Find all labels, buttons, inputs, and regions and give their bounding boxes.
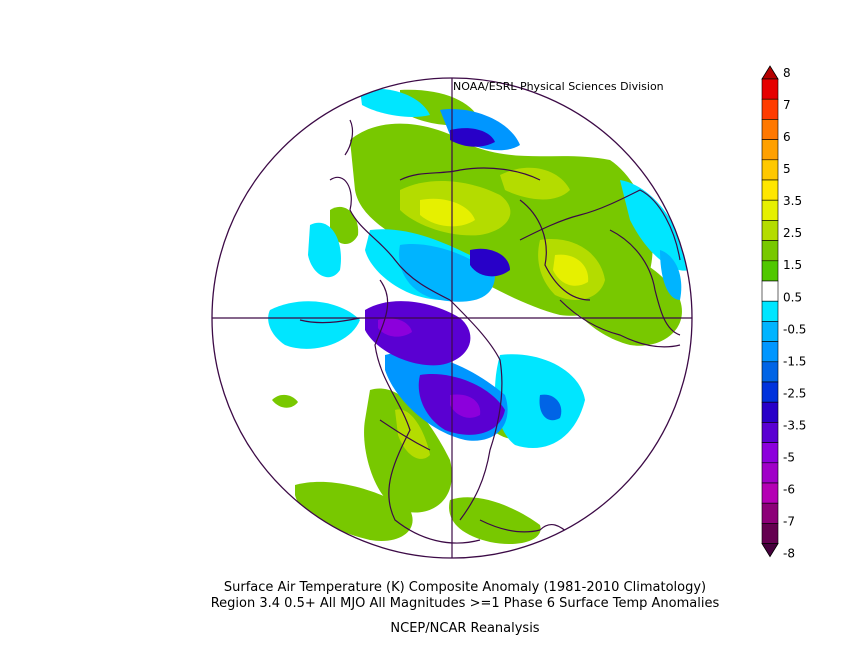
colorbar-swatch [761,179,779,201]
colorbar-label: -1.5 [783,354,806,368]
caption-subtitle: Region 3.4 0.5+ All MJO All Magnitudes >… [210,596,720,611]
colorbar-swatch [761,361,779,383]
colorbar-swatch [761,300,779,322]
colorbar-swatch [761,260,779,282]
colorbar-swatch [761,381,779,403]
colorbar-bottom-arrow [761,543,779,558]
colorbar-swatch [761,321,779,342]
colorbar-label: -2.5 [783,386,806,400]
colorbar-swatch [761,401,779,423]
credit-text: NOAA/ESRL Physical Sciences Division [453,80,664,93]
colorbar-label: 1.5 [783,258,802,272]
colorbar-swatch [761,98,779,120]
colorbar-swatch [761,240,779,262]
colorbar-label: -3.5 [783,418,806,432]
coastlines [299,119,681,544]
colorbar-label: 2.5 [783,226,802,240]
colorbar-swatch [761,78,779,100]
colorbar-swatch [761,482,779,504]
colorbar-label: -5 [783,450,795,464]
colorbar-label: -8 [783,547,795,561]
colorbar-label: 7 [783,98,791,112]
colorbar-swatch [761,422,779,443]
colorbar-label: -6 [783,483,795,497]
colorbar-swatch [761,220,779,241]
colorbar-label: 0.5 [783,290,802,304]
caption-title: Surface Air Temperature (K) Composite An… [223,580,707,595]
colorbar-swatch [761,139,779,161]
colorbar-swatch [761,462,779,484]
colorbar-label: -7 [783,515,795,529]
colorbar-swatch [761,199,779,221]
caption-source: NCEP/NCAR Reanalysis [390,621,540,636]
colorbar-swatch [761,523,779,544]
colorbar: 8 7 6 5 3.5 2.5 1.5 0.5 -0.5 -1.5 -2.5 -3.5 -5 -6 -7 -8 [761,65,806,561]
colorbar-label: 3.5 [783,194,802,208]
colorbar-swatch [761,502,779,524]
colorbar-label: 8 [783,66,791,80]
colorbar-label: 6 [783,130,791,144]
colorbar-swatch [761,442,779,464]
colorbar-top-arrow [761,65,779,80]
colorbar-label: 5 [783,162,791,176]
colorbar-label: -0.5 [783,322,806,336]
colorbar-swatch [761,119,779,140]
colorbar-swatch [761,341,779,363]
colorbar-swatch [761,280,779,302]
colorbar-swatch [761,159,779,181]
